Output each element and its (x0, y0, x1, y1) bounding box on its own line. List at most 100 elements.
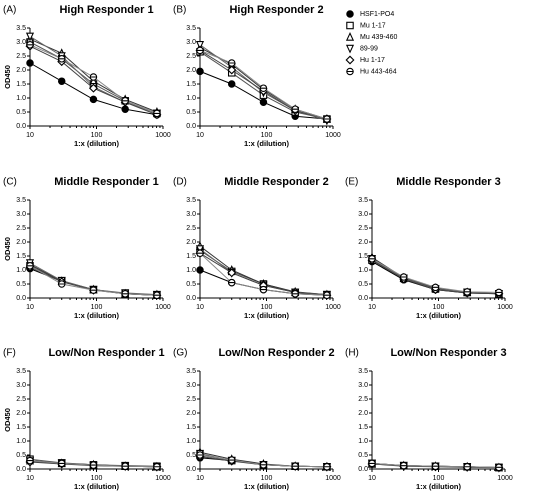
marker (495, 288, 503, 297)
x-tick-label: 100 (433, 475, 445, 482)
y-tick-label: 1.0 (16, 438, 26, 445)
y-tick-label: 3.0 (358, 211, 368, 218)
x-tick-label: 10 (368, 304, 376, 311)
marker (259, 98, 268, 106)
legend-marker (345, 55, 355, 65)
marker (291, 105, 299, 113)
panel-title: High Responder 1 (59, 4, 153, 16)
panel-label: (C) (3, 177, 17, 188)
marker (25, 32, 35, 42)
y-tick-label: 1.0 (16, 95, 26, 102)
y-tick-label: 2.0 (186, 410, 196, 417)
x-tick-label: 100 (91, 304, 103, 311)
x-tick-label: 1000 (155, 304, 171, 311)
y-axis-label: OD450 (3, 408, 12, 432)
marker (399, 461, 408, 470)
y-tick-label: 2.5 (16, 53, 26, 60)
y-tick-label: 0.5 (16, 109, 26, 116)
x-tick-label: 100 (91, 475, 103, 482)
marker (121, 290, 129, 298)
legend-marker (346, 21, 354, 30)
x-axis-label: 1:x (dilution) (244, 139, 289, 148)
marker (259, 84, 268, 92)
y-tick-label: 3.0 (16, 211, 26, 218)
y-tick-label: 0.5 (186, 281, 196, 288)
y-tick-label: 1.0 (358, 267, 368, 274)
y-tick-label: 3.5 (186, 197, 196, 204)
panel-title: Low/Non Responder 2 (218, 347, 334, 359)
y-tick-label: 2.5 (186, 225, 196, 232)
y-tick-label: 1.0 (186, 267, 196, 274)
marker (463, 288, 471, 296)
marker (368, 255, 376, 263)
marker (121, 97, 129, 105)
y-tick-label: 2.0 (358, 410, 368, 417)
x-axis-label: 1:x (dilution) (74, 311, 119, 320)
y-tick-label: 3.0 (186, 211, 196, 218)
y-tick-label: 0.0 (186, 295, 196, 302)
panel-title: Middle Responder 1 (54, 176, 159, 188)
panel-label: (E) (345, 177, 358, 188)
marker (196, 46, 204, 55)
y-axis-label: OD450 (3, 237, 12, 261)
y-tick-label: 0.5 (16, 281, 26, 288)
x-tick-label: 1000 (497, 475, 513, 482)
x-tick-label: 100 (433, 304, 445, 311)
panel-title: Low/Non Responder 3 (390, 347, 506, 359)
marker (227, 80, 236, 88)
legend-marker (346, 10, 354, 18)
marker (291, 290, 299, 298)
y-tick-label: 2.5 (186, 53, 196, 60)
y-tick-label: 3.0 (16, 382, 26, 389)
x-axis-label: 1:x (dilution) (74, 139, 119, 148)
marker (323, 463, 331, 471)
marker (431, 462, 440, 470)
marker (227, 59, 236, 67)
y-tick-label: 3.5 (16, 197, 26, 204)
y-tick-label: 1.5 (186, 253, 196, 260)
marker (227, 268, 237, 278)
x-tick-label: 100 (261, 132, 273, 139)
x-tick-label: 100 (261, 475, 273, 482)
y-tick-label: 1.5 (358, 253, 368, 260)
legend-label: Hu 1-17 (360, 57, 385, 64)
y-tick-label: 0.0 (186, 466, 196, 473)
x-tick-label: 10 (368, 475, 376, 482)
panel-label: (H) (345, 348, 359, 359)
y-tick-label: 3.5 (358, 197, 368, 204)
x-tick-label: 10 (26, 304, 34, 311)
y-tick-label: 2.0 (358, 239, 368, 246)
marker (26, 41, 34, 49)
marker (323, 291, 331, 299)
marker (26, 456, 34, 465)
legend-marker (345, 44, 355, 54)
x-tick-label: 10 (196, 475, 204, 482)
x-axis-label: 1:x (dilution) (416, 482, 461, 491)
x-tick-label: 100 (261, 304, 273, 311)
legend-label: Mu 1-17 (360, 22, 386, 29)
marker (89, 95, 98, 104)
y-tick-label: 3.0 (186, 382, 196, 389)
panel-label: (D) (173, 177, 187, 188)
y-tick-label: 0.0 (16, 466, 26, 473)
panel-label: (F) (3, 348, 16, 359)
y-tick-label: 3.0 (186, 39, 196, 46)
y-tick-label: 2.5 (16, 225, 26, 232)
marker (57, 280, 66, 288)
legend-marker (345, 31, 355, 41)
marker (431, 283, 440, 292)
y-tick-label: 1.0 (186, 95, 196, 102)
x-axis-label: 1:x (dilution) (74, 482, 119, 491)
marker (89, 286, 98, 294)
y-tick-label: 1.5 (16, 81, 26, 88)
marker (195, 41, 205, 50)
panel-label: (B) (173, 5, 186, 16)
marker (89, 73, 98, 81)
marker (227, 278, 236, 287)
panel-title: Low/Non Responder 1 (48, 347, 164, 359)
marker (196, 67, 204, 76)
y-tick-label: 2.0 (16, 239, 26, 246)
x-tick-label: 10 (196, 304, 204, 311)
y-tick-label: 0.0 (186, 123, 196, 130)
marker (26, 262, 34, 270)
